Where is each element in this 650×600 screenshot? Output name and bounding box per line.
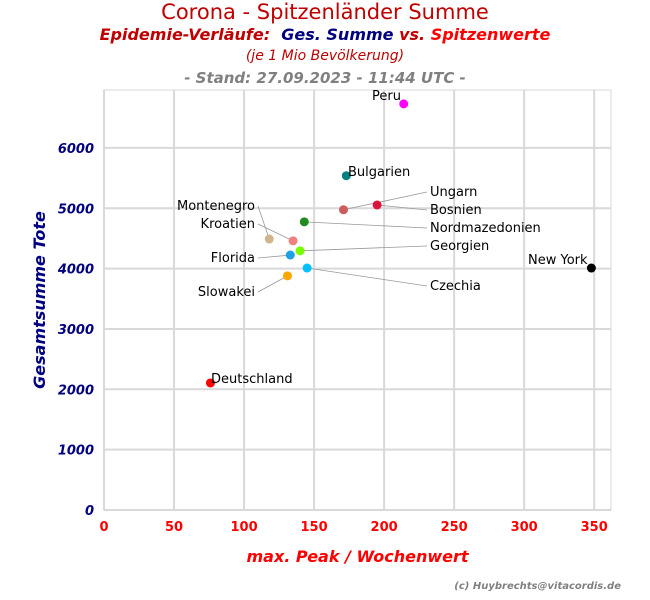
data-label: Peru [372,89,401,104]
chart-title: Corona - Spitzenländer Summe [161,0,489,24]
data-point [299,217,309,227]
data-point [288,236,298,246]
x-tick-label: 200 [371,520,398,535]
label-leader-line [304,221,428,229]
data-label: Bosnien [430,203,482,218]
data-point [341,171,351,181]
data-point [295,246,305,256]
data-point [338,205,348,215]
data-point [586,263,596,273]
data-point [282,271,292,281]
x-tick-label: 50 [165,520,183,535]
data-point [302,263,312,273]
x-tick-label: 300 [511,520,538,535]
credit: (c) Huybrechts@vitacordis.de [454,581,621,592]
label-leader-line [257,275,288,293]
data-point [372,200,382,210]
x-axis-label: max. Peak / Wochenwert [246,547,469,566]
y-tick-label: 6000 [58,142,94,157]
data-label: Ungarn [430,185,477,200]
data-label: Deutschland [211,372,293,387]
subtitle-part4: Spitzenwerte [430,25,551,44]
subtitle-part1: Epidemie-Verläufe: [99,25,271,44]
plot-area [103,89,612,511]
x-tick-label: 0 [99,520,108,535]
data-label: Georgien [430,239,489,254]
data-point [205,378,215,388]
label-leader-line [307,267,428,287]
data-point [264,234,274,244]
label-leader-line [300,245,428,252]
data-point [285,250,295,260]
label-leader-line [257,223,294,242]
data-label: New York [528,253,588,268]
data-label: Bulgarien [348,165,410,180]
y-tick-label: 2000 [58,383,94,398]
y-axis-label: Gesamtsumme Tote [30,211,49,389]
x-tick-label: 350 [581,520,608,535]
label-leader-line [343,191,428,211]
x-tick-label: 250 [441,520,468,535]
subtitle-part3: vs. [399,25,426,44]
data-label: Montenegro [177,199,255,214]
data-label: Nordmazedonien [430,221,541,236]
chart-date: - Stand: 27.09.2023 - 11:44 UTC - [184,69,466,87]
subtitle-part2: Ges. Summe [281,25,394,44]
x-tick-label: 150 [301,520,328,535]
data-point [399,99,409,109]
y-tick-label: 1000 [58,444,94,459]
y-tick-label: 3000 [58,323,94,338]
chart-subtitle: Epidemie-Verläufe: Ges. Summe vs. Spitze… [0,25,650,44]
x-tick-label: 100 [230,520,257,535]
y-tick-label: 4000 [57,263,94,278]
label-leader-line [257,205,270,240]
data-label: Slowakei [198,285,255,300]
label-leader-line [377,204,428,211]
chart-subtitle2: (je 1 Mio Bevölkerung) [245,48,405,64]
y-tick-label: 0 [85,504,94,519]
y-tick-label: 5000 [58,202,94,217]
data-label: Czechia [430,279,481,294]
data-label: Kroatien [201,217,255,232]
data-label: Florida [211,251,255,266]
label-leader-line [257,254,291,259]
